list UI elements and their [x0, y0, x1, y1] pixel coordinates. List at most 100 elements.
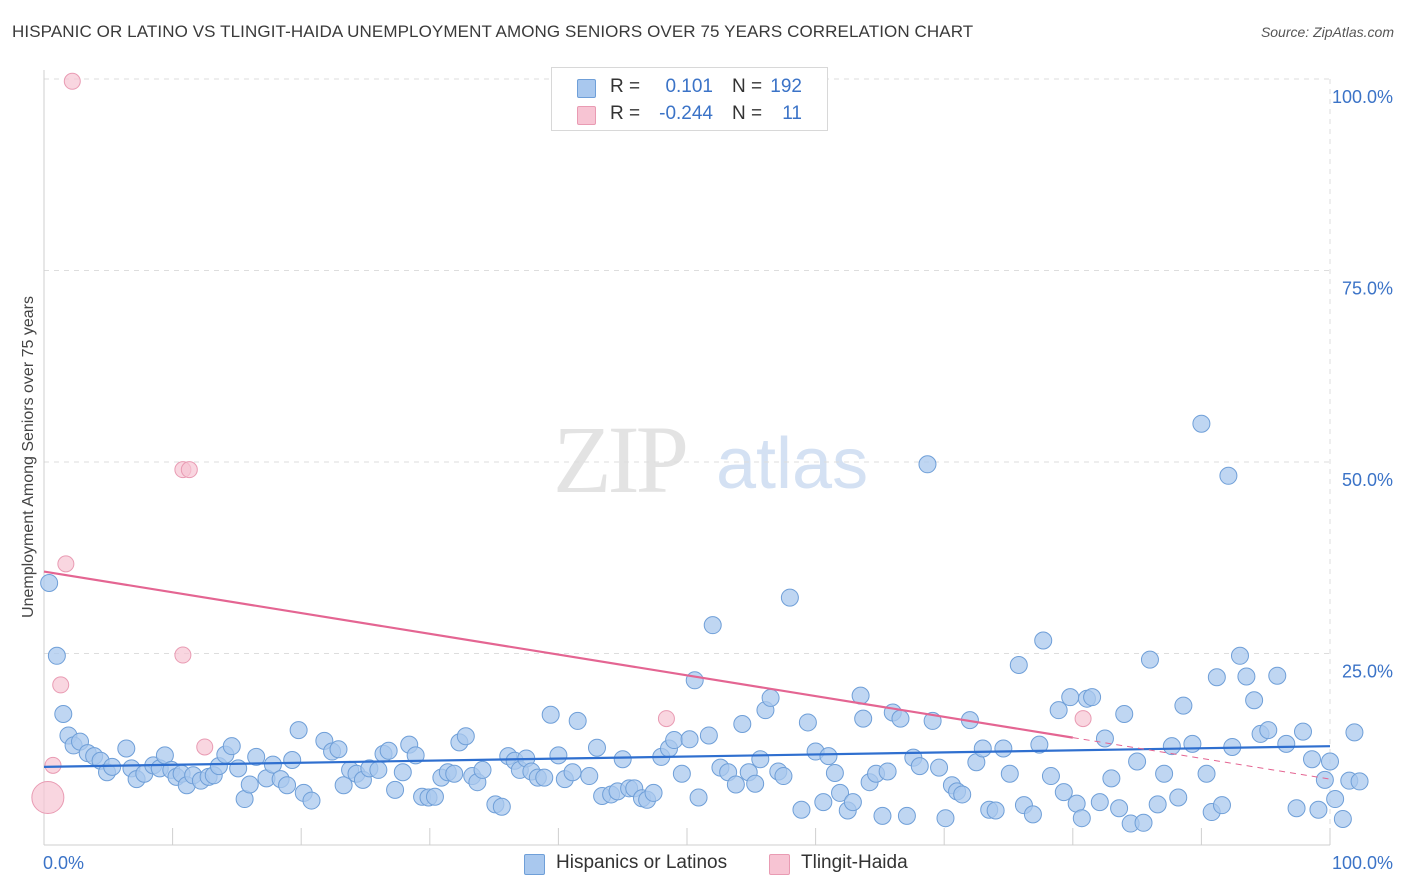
legend-r-value: 0.101 — [665, 76, 713, 97]
hispanics-point — [283, 750, 302, 769]
hispanics-point — [1102, 769, 1121, 788]
hispanics-point — [1192, 414, 1211, 433]
hispanics-point — [1197, 764, 1216, 783]
hispanics-point — [549, 746, 568, 765]
tlingit-point — [31, 781, 65, 815]
hispanics-point — [825, 763, 844, 782]
hispanics-point — [1115, 705, 1134, 724]
grid — [44, 78, 1331, 845]
hispanics-point — [263, 755, 282, 774]
hispanics-point — [1302, 750, 1321, 769]
hispanics-point — [1054, 783, 1073, 802]
hispanics-point — [1237, 667, 1256, 686]
hispanics-point — [873, 806, 892, 825]
hispanics-point — [792, 800, 811, 819]
hispanics-point — [563, 763, 582, 782]
hispanics-point — [1090, 793, 1109, 812]
hispanics-point — [936, 809, 955, 828]
hispanics-point — [1245, 691, 1264, 710]
hispanics-point — [685, 671, 704, 690]
hispanics-point — [117, 739, 136, 758]
hispanics-point — [302, 791, 321, 810]
hispanics-point — [1095, 729, 1114, 748]
hispanics-point — [680, 730, 699, 749]
hispanics-point — [445, 764, 464, 783]
hispanics-point — [1333, 809, 1352, 828]
hispanics-point — [1162, 737, 1181, 756]
y-tick-label: 25.0% — [1342, 662, 1393, 682]
hispanics-point — [726, 775, 745, 794]
hispanics-point — [247, 747, 266, 766]
hispanics-point — [289, 721, 308, 740]
hispanics-point — [1000, 764, 1019, 783]
hispanics-point — [1072, 809, 1091, 828]
legend: R = 0.101 N = 192 R = -0.244 N = 11 — [551, 67, 828, 131]
hispanics-point — [587, 738, 606, 757]
hispanics-point — [568, 711, 587, 730]
hispanics-point — [369, 760, 388, 779]
legend-r-value: -0.244 — [659, 103, 713, 124]
y-tick-label: 75.0% — [1342, 279, 1393, 299]
hispanics-point — [406, 746, 425, 765]
hispanics-point — [831, 783, 850, 802]
hispanics-point — [819, 747, 838, 766]
legend-swatch-hispanics — [577, 79, 596, 98]
tlingit-point — [1074, 710, 1092, 728]
tlingit-trend-line — [43, 570, 1073, 739]
trend-lines — [43, 570, 1331, 780]
hispanics-point — [1219, 466, 1238, 485]
hispanics-point — [535, 768, 554, 787]
hispanics-point — [699, 726, 718, 745]
hispanics-point — [1309, 800, 1328, 819]
hispanics-point — [580, 767, 599, 786]
hispanics-point — [910, 757, 929, 776]
watermark-atlas: atlas — [716, 424, 868, 504]
legend-n-value: 192 — [770, 76, 802, 97]
hispanics-point — [47, 646, 66, 665]
legend-swatch-tlingit — [577, 106, 596, 125]
hispanics-point — [1293, 722, 1312, 741]
y-tick-label: 100.0% — [1332, 87, 1393, 107]
tlingit-point — [44, 756, 62, 774]
hispanics-point — [425, 787, 444, 806]
tlingit-point — [657, 710, 675, 728]
tlingit-point — [63, 72, 81, 90]
tlingit-point — [174, 646, 192, 664]
hispanics-point — [814, 793, 833, 812]
hispanics-point — [1230, 646, 1249, 665]
bottom-legend-swatch-hispanics — [524, 854, 545, 875]
hispanics-point — [1350, 772, 1369, 791]
x-tick-label-max: 100.0% — [1332, 853, 1393, 873]
hispanics-point — [1134, 813, 1153, 832]
legend-row-tlingit: R = -0.244 N = 11 — [552, 101, 827, 127]
x-tick-label-min: 0.0% — [43, 853, 84, 873]
legend-r-label: R = — [610, 103, 641, 124]
hispanics-point — [798, 713, 817, 732]
y-tick-label: 50.0% — [1342, 470, 1393, 490]
y-tick-labels: 25.0% 50.0% 75.0% 100.0% — [1332, 87, 1393, 682]
hispanics-point — [1169, 788, 1188, 807]
legend-n-label: N = — [732, 103, 763, 124]
hispanics-point — [918, 455, 937, 474]
legend-row-hispanics: R = 0.101 N = 192 — [552, 74, 827, 100]
hispanics-point — [930, 758, 949, 777]
y-axis-label: Unemployment Among Seniors over 75 years — [20, 296, 37, 618]
watermark-zip: ZIP — [553, 406, 686, 513]
hispanics-point — [240, 775, 259, 794]
hispanics-point — [541, 705, 560, 724]
hispanics-point — [40, 574, 59, 593]
hispanics-point — [456, 727, 475, 746]
hispanics-point — [761, 688, 780, 707]
legend-n-value: 11 — [782, 103, 802, 124]
hispanics-point — [492, 797, 511, 816]
hispanics-point — [1140, 650, 1159, 669]
hispanics-point — [1023, 805, 1042, 824]
hispanics-point — [1030, 735, 1049, 754]
tlingit-point — [52, 676, 70, 694]
hispanics-point — [1183, 734, 1202, 753]
hispanics-point — [1277, 734, 1296, 753]
hispanics-point — [1155, 764, 1174, 783]
hispanics-point — [1041, 767, 1060, 786]
source-label: Source: ZipAtlas.com — [1260, 24, 1394, 40]
hispanics-point — [746, 774, 765, 793]
